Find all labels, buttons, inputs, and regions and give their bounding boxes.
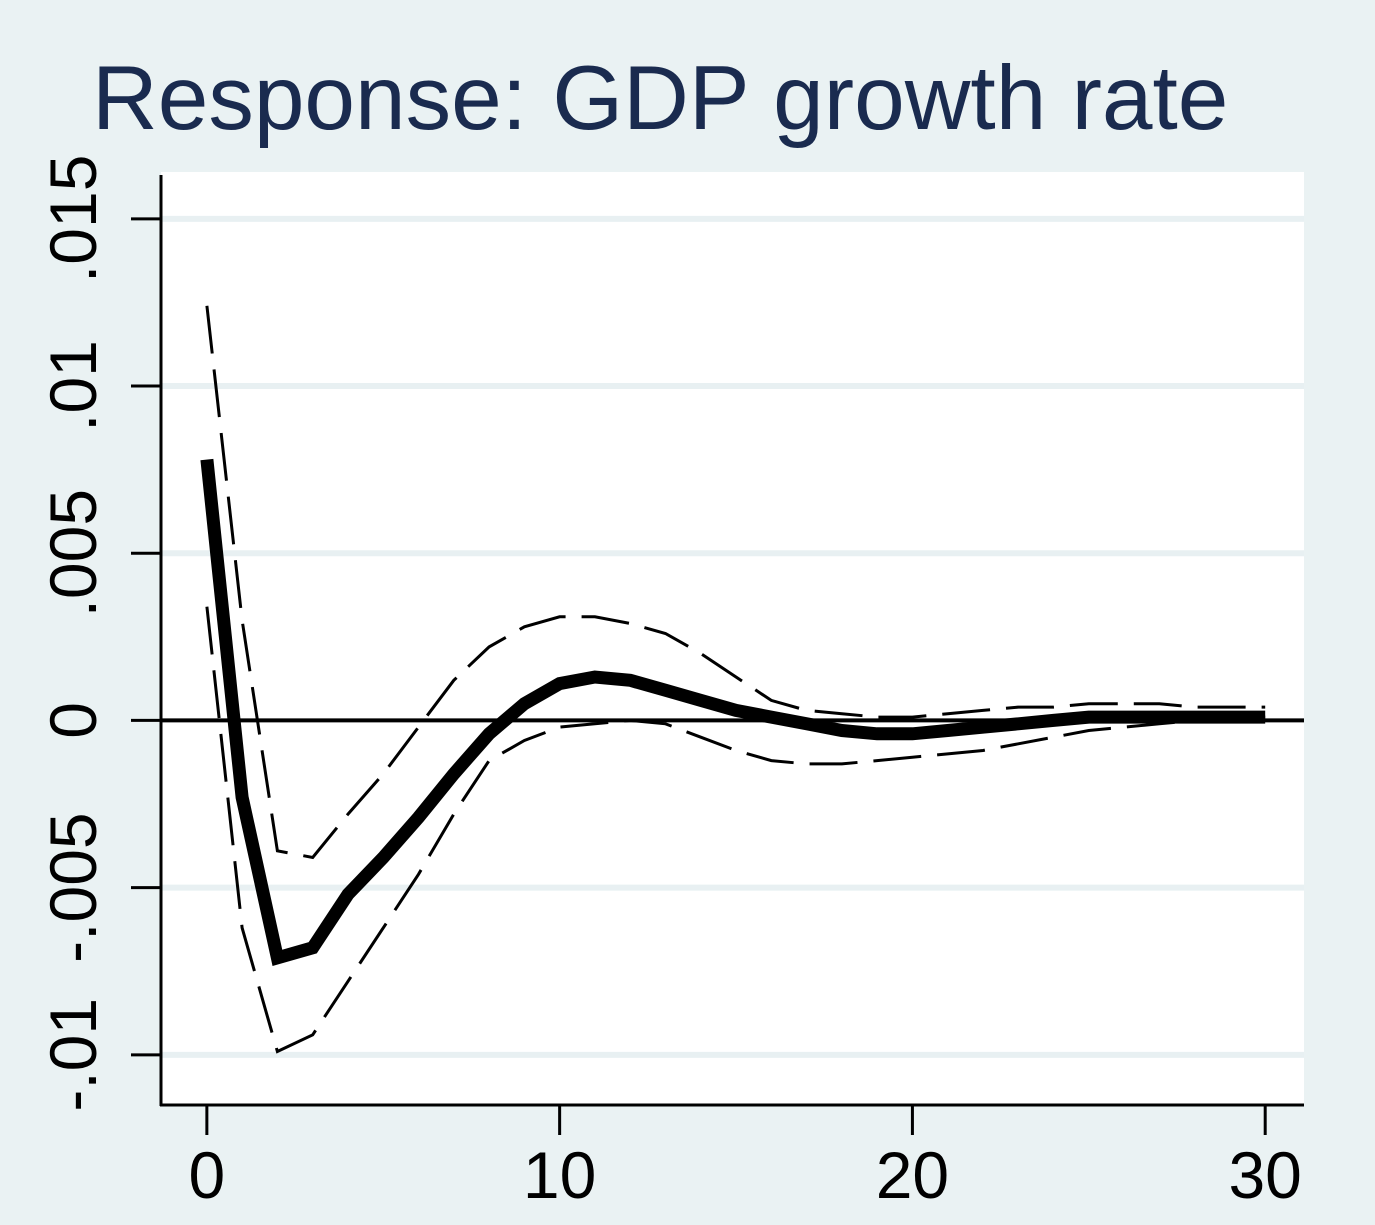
- series-line-estimate: [200, 458, 1266, 967]
- y-tick-label: .005: [36, 489, 110, 617]
- y-tick-label: -.01: [36, 998, 110, 1112]
- plot-area: [161, 172, 1304, 1105]
- y-tick-label: .015: [36, 155, 110, 283]
- y-tick-label: -.005: [36, 812, 110, 962]
- x-tick-label: 20: [876, 1138, 949, 1212]
- x-tick-label: 30: [1228, 1138, 1301, 1212]
- series-group: [200, 305, 1266, 1054]
- series-line-upper-bound: [205, 305, 1266, 860]
- y-tick-label: 0: [36, 702, 110, 739]
- chart-title: Response: GDP growth rate: [92, 48, 1228, 149]
- axes: -.01 -.005 0 .005 .01 .015 0 10 20 30: [36, 155, 1304, 1212]
- y-tick-label: .01: [36, 340, 110, 432]
- x-tick-label: 0: [189, 1138, 226, 1212]
- series-line-lower-bound: [205, 606, 1266, 1054]
- x-tick-label: 10: [523, 1138, 596, 1212]
